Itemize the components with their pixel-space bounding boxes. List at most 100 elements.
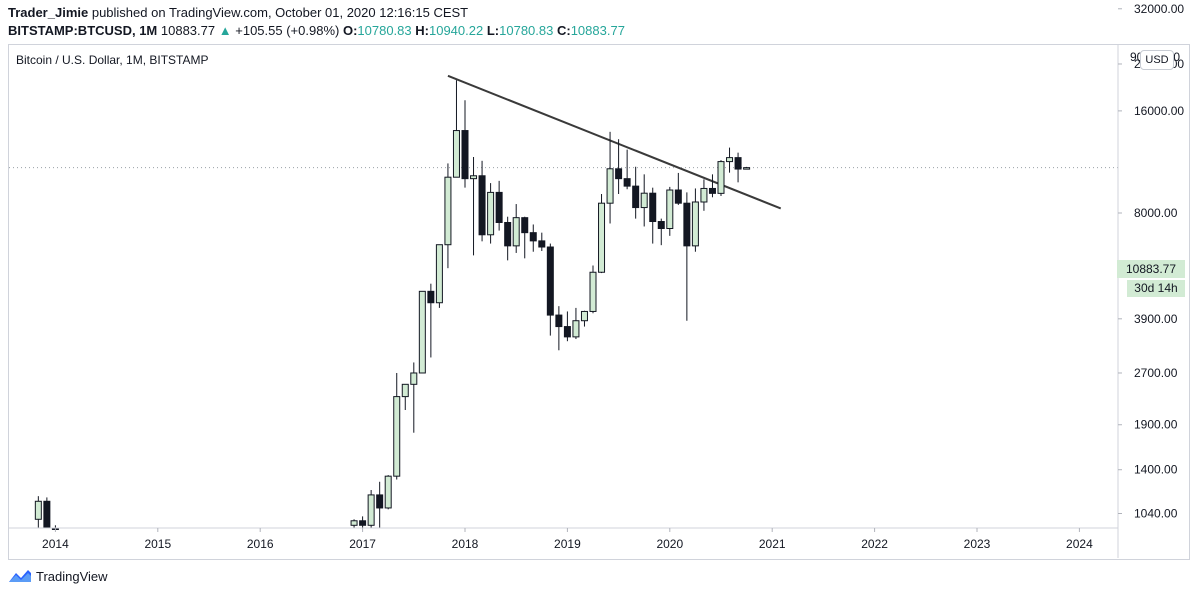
candle-body-up — [700, 187, 708, 203]
open-label: O: — [342, 23, 358, 38]
candle-body-down — [495, 191, 503, 223]
high-label: H: — [415, 23, 429, 38]
candle-body-up — [452, 130, 460, 178]
candle-body-down — [43, 500, 51, 529]
candle-body-down — [427, 290, 435, 304]
open-value: 10780.83 — [357, 23, 412, 38]
last-price-value: 10883.77 — [160, 23, 216, 38]
candle — [674, 172, 682, 205]
change-value: +105.55 (+0.98%) — [235, 23, 340, 38]
candle — [43, 497, 51, 529]
candle — [555, 306, 563, 351]
candle — [452, 80, 460, 178]
candle-body-down — [623, 178, 631, 187]
candle-body-down — [632, 185, 640, 209]
candle-body-up — [418, 290, 426, 374]
x-tick-label: 2022 — [861, 537, 888, 551]
high-value: 10940.22 — [428, 23, 484, 38]
candle — [512, 204, 520, 253]
candle — [683, 192, 691, 321]
candle-body-up — [743, 167, 751, 170]
x-tick-label: 2014 — [42, 537, 69, 551]
y-tick-label: 16000.00 — [1134, 104, 1184, 118]
y-tick-label: 3900.00 — [1134, 312, 1178, 326]
candle — [546, 243, 554, 336]
candle — [410, 362, 418, 433]
candle — [589, 265, 597, 314]
y-tick-label: 1900.00 — [1134, 418, 1178, 432]
candle-body-down — [478, 175, 486, 236]
candle — [640, 174, 648, 227]
candle — [563, 311, 571, 342]
candle-body-down — [708, 187, 716, 194]
bar-countdown-tag: 30d 14h — [1127, 280, 1185, 297]
candle-body-up — [606, 168, 614, 204]
author-name[interactable]: Trader_Jimie — [8, 5, 89, 20]
candle — [666, 186, 674, 236]
candle-body-up — [717, 161, 725, 194]
candle — [478, 160, 486, 242]
candle — [572, 307, 580, 340]
footer-brand[interactable]: TradingView — [8, 566, 108, 586]
close-value: 10883.77 — [570, 23, 625, 38]
candle-body-down — [563, 326, 571, 338]
candle-body-up — [598, 202, 606, 273]
candle — [495, 180, 503, 231]
candle-body-up — [691, 201, 699, 247]
chart-legend-title: Bitcoin / U.S. Dollar, 1M, BITSTAMP — [16, 53, 209, 67]
last-price-tag: 10883.77 — [1117, 260, 1185, 278]
tradingview-logo-icon — [9, 570, 31, 582]
candle — [700, 179, 708, 211]
candle — [401, 383, 409, 411]
currency-badge[interactable]: USD — [1140, 50, 1174, 70]
x-tick-label: 2016 — [247, 537, 274, 551]
candle-body-down — [657, 221, 665, 230]
candle-body-up — [572, 320, 580, 338]
ohlc-line: BITSTAMP:BTCUSD, 1M 10883.77 ▲ +105.55 (… — [8, 22, 1188, 40]
chart-frame — [8, 44, 1190, 560]
candle — [598, 194, 606, 274]
candle-body-down — [615, 168, 623, 180]
candle — [435, 244, 443, 308]
candle — [691, 188, 699, 252]
candle — [376, 481, 384, 528]
candle-body-up — [410, 372, 418, 385]
candle-body-up — [34, 500, 42, 520]
candle-body-up — [487, 191, 495, 236]
candle-body-up — [640, 192, 648, 209]
candle — [384, 475, 392, 510]
candle-body-up — [666, 189, 674, 230]
chart-header: Trader_Jimie published on TradingView.co… — [8, 4, 1188, 40]
publish-line: Trader_Jimie published on TradingView.co… — [8, 4, 1188, 22]
candle — [504, 216, 512, 261]
candle — [734, 152, 742, 183]
candle-body-up — [350, 520, 358, 526]
candle — [521, 216, 529, 259]
candle-body-up — [384, 475, 392, 509]
candle — [367, 489, 375, 528]
candle-body-up — [726, 157, 734, 163]
x-tick-label: 2023 — [964, 537, 991, 551]
candle — [657, 218, 665, 246]
candle-body-down — [649, 192, 657, 223]
footer-brand-text: TradingView — [36, 568, 108, 584]
candle — [461, 100, 469, 188]
candle — [717, 160, 725, 196]
candle — [615, 139, 623, 195]
candle — [649, 187, 657, 244]
x-tick-label: 2020 — [656, 537, 683, 551]
candle — [418, 290, 426, 374]
candle-body-down — [538, 240, 546, 248]
candle-body-up — [435, 244, 443, 304]
candle-body-up — [470, 175, 478, 180]
low-label: L: — [486, 23, 500, 38]
candle-body-down — [504, 221, 512, 247]
candle — [632, 166, 640, 219]
x-tick-label: 2018 — [452, 537, 479, 551]
candle-body-down — [555, 314, 563, 328]
y-tick-label: 32000.00 — [1134, 2, 1184, 16]
candle-body-down — [521, 217, 529, 234]
published-text: published on TradingView.com, October 01… — [91, 5, 469, 20]
candle-body-down — [376, 494, 384, 509]
